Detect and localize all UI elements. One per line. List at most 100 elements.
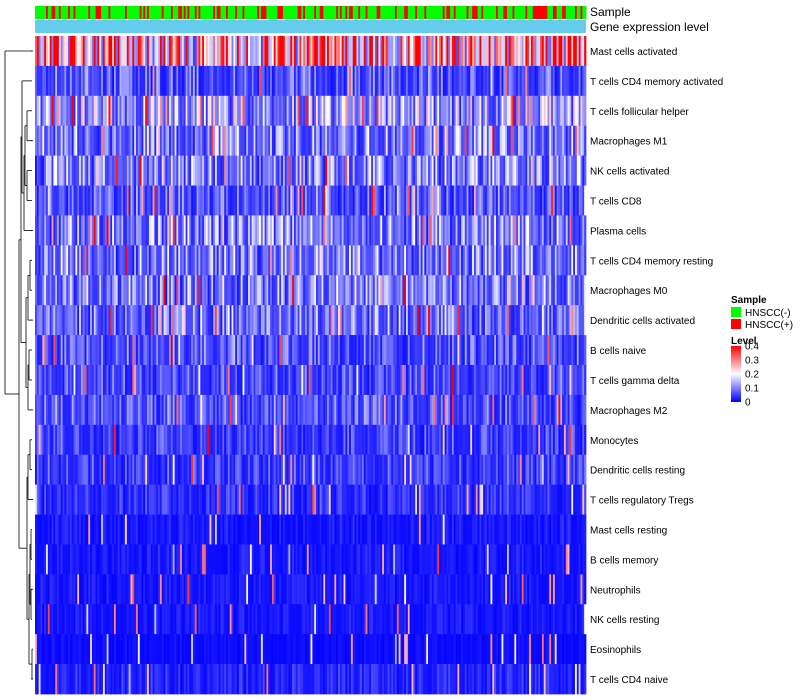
heatmap-cell xyxy=(97,215,100,246)
heatmap-cell xyxy=(534,394,537,426)
heatmap-cell xyxy=(558,245,561,276)
heatmap-cell xyxy=(496,335,499,366)
heatmap-cell xyxy=(275,424,278,456)
heatmap-cell xyxy=(36,305,40,336)
heatmap-cell xyxy=(152,424,155,456)
heatmap-cell xyxy=(295,275,298,306)
heatmap-cell xyxy=(68,305,71,336)
heatmap-cell xyxy=(330,394,333,426)
heatmap-cell xyxy=(143,275,146,306)
sample-annotation-cell xyxy=(253,6,256,19)
heatmap-cell xyxy=(512,215,515,246)
heatmap-cell xyxy=(130,365,133,396)
heatmap-cell xyxy=(75,65,78,97)
sample-annotation-cell xyxy=(345,6,348,19)
heatmap-cell xyxy=(284,65,287,97)
heatmap-cell xyxy=(207,215,210,246)
heatmap-cell xyxy=(191,36,194,67)
heatmap-cell xyxy=(264,36,267,67)
heatmap-cell xyxy=(422,245,425,276)
heatmap-cell xyxy=(420,394,423,426)
heatmap-cell xyxy=(530,215,534,246)
heatmap-cell xyxy=(152,394,155,426)
heatmap-cell xyxy=(220,305,223,336)
heatmap-cell xyxy=(115,484,118,515)
heatmap-cell xyxy=(126,155,130,186)
heatmap-cell xyxy=(178,185,181,216)
heatmap-cell xyxy=(319,65,322,97)
sample-annotation-cell xyxy=(444,6,447,19)
heatmap-cell xyxy=(514,125,517,156)
heatmap-cell xyxy=(494,245,497,276)
heatmap-cell xyxy=(562,365,565,396)
heatmap-cell xyxy=(446,454,449,485)
sample-annotation-cell xyxy=(211,6,214,19)
heatmap-cell xyxy=(213,125,216,156)
heatmap-cell xyxy=(130,424,133,456)
heatmap-cell xyxy=(35,215,38,246)
heatmap-cell xyxy=(345,305,348,336)
heatmap-cell xyxy=(192,95,196,127)
heatmap-cell xyxy=(418,454,422,485)
heatmap-cell xyxy=(301,95,304,127)
heatmap-cell xyxy=(222,424,225,456)
sample-annotation-cell xyxy=(347,6,350,19)
heatmap-cell xyxy=(538,424,541,456)
heatmap-cell xyxy=(299,36,302,67)
sample-annotation-cell xyxy=(317,6,321,19)
heatmap-cell xyxy=(488,95,491,127)
heatmap-cell xyxy=(453,394,456,426)
heatmap-cell xyxy=(527,245,530,276)
heatmap-cell xyxy=(580,454,583,485)
heatmap-cell xyxy=(323,185,326,216)
heatmap-cell xyxy=(451,185,455,216)
heatmap-cell xyxy=(178,454,181,485)
heatmap-cell xyxy=(389,95,392,127)
heatmap-cell xyxy=(556,305,559,336)
heatmap-cell xyxy=(534,335,537,366)
heatmap-cell xyxy=(505,215,508,246)
heatmap-cell xyxy=(431,394,434,426)
heatmap-cell xyxy=(102,335,106,366)
heatmap-cell xyxy=(356,275,359,306)
heatmap-cell xyxy=(176,335,179,366)
heatmap-cell xyxy=(222,365,225,396)
heatmap-cell xyxy=(508,65,512,97)
heatmap-cell xyxy=(490,36,493,67)
heatmap-cell xyxy=(338,424,341,456)
heatmap-cell xyxy=(488,65,491,97)
heatmap-cell xyxy=(189,275,192,306)
heatmap-cell xyxy=(158,125,161,156)
heatmap-cell xyxy=(227,95,231,127)
heatmap-cell xyxy=(417,245,420,276)
heatmap-cell xyxy=(534,215,537,246)
heatmap-cell xyxy=(519,245,523,276)
heatmap-cell xyxy=(573,454,576,485)
heatmap-cell xyxy=(319,305,322,336)
heatmap-cell xyxy=(507,275,510,306)
heatmap-cell xyxy=(352,125,355,156)
heatmap-cell xyxy=(57,65,60,97)
heatmap-cell xyxy=(483,305,486,336)
heatmap-cell xyxy=(180,155,183,186)
heatmap-cell xyxy=(352,95,355,127)
heatmap-cell xyxy=(518,394,521,426)
heatmap-cell xyxy=(383,65,387,97)
heatmap-cell xyxy=(253,215,256,246)
heatmap-cell xyxy=(464,125,467,156)
heatmap-cell xyxy=(352,305,355,336)
heatmap-cell xyxy=(413,125,416,156)
heatmap-cell xyxy=(523,36,526,67)
heatmap-cell xyxy=(516,335,519,366)
heatmap-cell xyxy=(312,305,315,336)
heatmap-cell xyxy=(527,95,530,127)
heatmap-cell xyxy=(319,394,322,426)
heatmap-cell xyxy=(341,275,344,306)
heatmap-cell xyxy=(84,454,87,485)
sample-annotation-cell xyxy=(435,6,438,19)
heatmap-cell xyxy=(394,215,398,246)
heatmap-cell xyxy=(455,454,458,485)
heatmap-cell xyxy=(488,36,491,67)
heatmap-cell xyxy=(496,215,499,246)
heatmap-cell xyxy=(374,424,377,456)
